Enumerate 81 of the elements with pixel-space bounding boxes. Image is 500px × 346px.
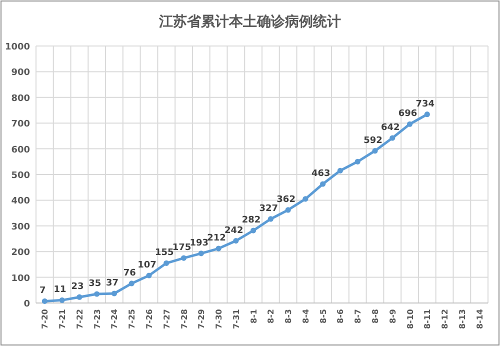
- x-tick-label: 8-2: [266, 309, 276, 324]
- y-tick-label: 300: [11, 222, 30, 232]
- point: [198, 250, 204, 256]
- data-label: 242: [224, 226, 244, 236]
- y-tick-label: 500: [11, 171, 30, 181]
- x-tick-label: 8-10: [406, 308, 415, 330]
- y-tick-label: 100: [11, 274, 30, 284]
- y-tick-label: 200: [11, 248, 30, 258]
- y-tick-label: 600: [11, 145, 30, 156]
- x-tick-label: 8-7: [354, 309, 363, 324]
- data-label: 11: [54, 285, 66, 296]
- y-tick-label: 400: [11, 196, 30, 207]
- point: [164, 260, 170, 266]
- data-label: 463: [311, 169, 330, 180]
- point: [424, 112, 430, 118]
- data-label: 327: [259, 204, 278, 214]
- data-label: 76: [123, 268, 136, 278]
- x-tick-label: 8-5: [318, 308, 328, 324]
- y-tick-label: 0: [24, 300, 30, 310]
- point: [302, 196, 308, 202]
- point: [268, 216, 274, 222]
- data-label: 7: [40, 286, 46, 296]
- data-label: 362: [276, 194, 296, 205]
- data-label: 642: [380, 123, 400, 134]
- point: [128, 280, 134, 286]
- x-tick-label: 8-3: [284, 309, 294, 324]
- data-label: 696: [398, 109, 418, 120]
- point: [76, 294, 82, 300]
- data-label: 155: [154, 248, 174, 258]
- x-tick-label: 7-25: [128, 308, 137, 330]
- x-tick-label: 7-20: [40, 308, 50, 330]
- point: [94, 291, 100, 297]
- data-label: 175: [172, 243, 192, 254]
- x-tick-label: 8-6: [336, 308, 346, 324]
- data-label: 734: [416, 99, 435, 110]
- point: [59, 297, 65, 303]
- x-tick-label: 8-13: [458, 309, 467, 330]
- x-tick-label: 7-22: [75, 309, 84, 330]
- x-tick-label: 8-4: [301, 308, 310, 324]
- point: [146, 272, 152, 278]
- x-tick-label: 7-24: [110, 308, 120, 330]
- x-tick-label: 8-11: [423, 308, 432, 330]
- x-tick-label: 8-1: [249, 308, 258, 324]
- x-tick-label: 7-30: [214, 308, 224, 330]
- data-label: 282: [242, 216, 261, 226]
- data-label: 23: [71, 282, 84, 292]
- point: [42, 298, 48, 304]
- x-tick-label: 7-26: [145, 308, 154, 330]
- x-tick-label: 8-9: [388, 308, 398, 324]
- point: [390, 135, 396, 141]
- x-tick-label: 7-29: [197, 308, 206, 330]
- y-tick-label: 800: [11, 94, 30, 104]
- point: [250, 228, 256, 234]
- point: [337, 168, 344, 174]
- y-tick-label: 900: [11, 68, 30, 78]
- data-label: 212: [207, 234, 226, 244]
- y-tick-label: 1000: [4, 42, 30, 52]
- point: [111, 290, 118, 296]
- point: [406, 121, 413, 127]
- data-label: 193: [190, 238, 209, 248]
- x-tick-label: 7-21: [58, 308, 68, 330]
- point: [320, 181, 326, 187]
- data-label: 35: [88, 279, 102, 290]
- point: [372, 148, 378, 154]
- x-tick-label: 8-8: [371, 308, 380, 324]
- x-tick-label: 8-14: [475, 308, 484, 330]
- point: [233, 238, 239, 244]
- y-tick-label: 700: [11, 120, 30, 130]
- data-label: 592: [364, 136, 382, 146]
- point: [216, 246, 222, 252]
- point: [285, 207, 291, 213]
- x-tick-label: 7-23: [92, 309, 102, 330]
- x-tick-label: 7-31: [232, 308, 241, 330]
- data-label: 37: [106, 278, 118, 288]
- x-tick-label: 7-28: [180, 308, 189, 330]
- point: [180, 255, 187, 261]
- x-tick-label: 8-12: [440, 309, 450, 330]
- point: [354, 158, 360, 164]
- data-label: 107: [138, 260, 156, 270]
- chart-title: 江苏省累计本土确诊病例统计: [158, 13, 341, 30]
- x-tick-label: 7-27: [162, 309, 172, 330]
